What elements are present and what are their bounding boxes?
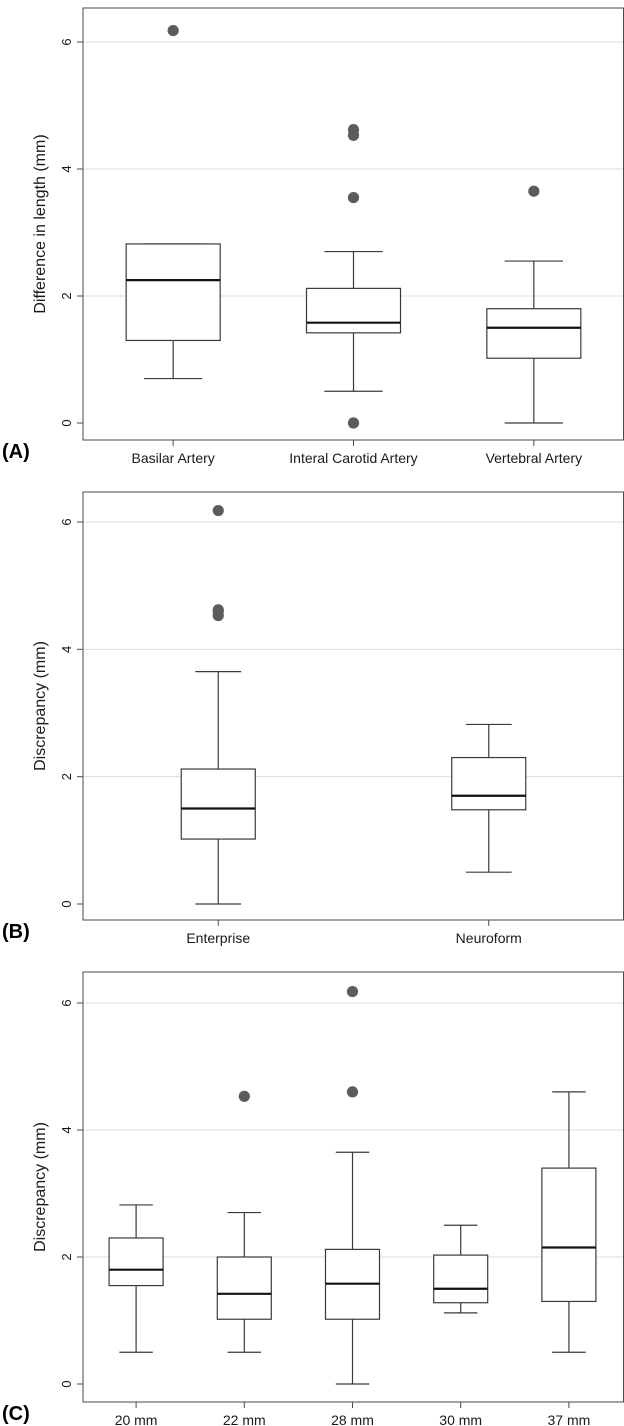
box-iqr bbox=[125, 243, 221, 342]
y-tick-label: 2 bbox=[59, 773, 74, 780]
panel-label: (C) bbox=[2, 1403, 30, 1425]
box-1 bbox=[180, 504, 256, 905]
y-tick-label: 6 bbox=[59, 38, 74, 45]
y-tick-label: 0 bbox=[59, 1380, 74, 1387]
box-iqr bbox=[180, 768, 256, 840]
x-tick-label: Vertebral Artery bbox=[486, 450, 583, 466]
box-iqr bbox=[305, 287, 402, 334]
y-tick-label: 4 bbox=[59, 646, 74, 653]
y-tick-label: 2 bbox=[59, 1253, 74, 1260]
outlier-point bbox=[212, 504, 224, 517]
box-iqr bbox=[486, 308, 582, 359]
x-tick-label: Neuroform bbox=[456, 930, 522, 946]
outlier-point bbox=[346, 1086, 359, 1098]
outlier-point bbox=[212, 604, 224, 616]
x-tick-label: 22 mm bbox=[223, 1412, 266, 1426]
box-1 bbox=[125, 24, 221, 380]
chart-panel-1: 0 2 4 6 Difference in length (mm) (A) Basilar … bbox=[2, 7, 624, 466]
y-axis-label: Discrepancy (mm) bbox=[32, 1122, 49, 1252]
y-axis-label: Discrepancy (mm) bbox=[32, 641, 49, 771]
outlier-point bbox=[347, 417, 360, 429]
y-tick-label: 4 bbox=[59, 1126, 74, 1133]
x-tick-label: 37 mm bbox=[548, 1412, 591, 1426]
chart-panel-3: 0 2 4 6 Discrepancy (mm) (C) 20 mm 22 mm 28 mm 30… bbox=[2, 971, 624, 1426]
box-iqr bbox=[216, 1256, 272, 1320]
box-iqr bbox=[451, 756, 527, 811]
box-2 bbox=[216, 1090, 272, 1353]
box-iqr bbox=[433, 1254, 489, 1304]
y-tick-label: 2 bbox=[59, 292, 74, 299]
outlier-point bbox=[346, 985, 359, 998]
box-3 bbox=[324, 985, 381, 1385]
y-axis-label: Difference in length (mm) bbox=[32, 134, 49, 313]
y-tick-label: 6 bbox=[59, 999, 74, 1006]
box-iqr bbox=[108, 1237, 164, 1287]
panel-label: (B) bbox=[2, 921, 30, 943]
x-tick-label: Enterprise bbox=[186, 930, 250, 946]
y-tick-label: 4 bbox=[59, 165, 74, 172]
box-3 bbox=[486, 185, 582, 424]
box-2 bbox=[305, 124, 402, 429]
x-tick-label: Interal Carotid Artery bbox=[289, 450, 417, 466]
x-tick-label: Basilar Artery bbox=[132, 450, 215, 466]
box-1 bbox=[108, 1204, 164, 1353]
y-tick-label: 0 bbox=[59, 900, 74, 907]
outlier-point bbox=[528, 185, 540, 197]
box-2 bbox=[451, 723, 527, 873]
box-4 bbox=[433, 1224, 489, 1314]
outlier-point bbox=[238, 1090, 250, 1102]
panel-label: (A) bbox=[2, 441, 30, 463]
chart-panel-2: 0 2 4 6 Discrepancy (mm) (B) Enterprise Neurofo… bbox=[2, 491, 624, 946]
outlier-point bbox=[347, 191, 360, 204]
box-iqr bbox=[541, 1167, 597, 1303]
box-5 bbox=[541, 1091, 597, 1353]
plot-frame bbox=[82, 491, 624, 921]
x-tick-label: 20 mm bbox=[115, 1412, 158, 1426]
y-tick-label: 6 bbox=[59, 518, 74, 525]
x-tick-label: 30 mm bbox=[439, 1412, 482, 1426]
x-tick-label: 28 mm bbox=[331, 1412, 374, 1426]
y-tick-label: 0 bbox=[59, 419, 74, 426]
outlier-point bbox=[167, 24, 179, 37]
outlier-point bbox=[347, 124, 360, 136]
